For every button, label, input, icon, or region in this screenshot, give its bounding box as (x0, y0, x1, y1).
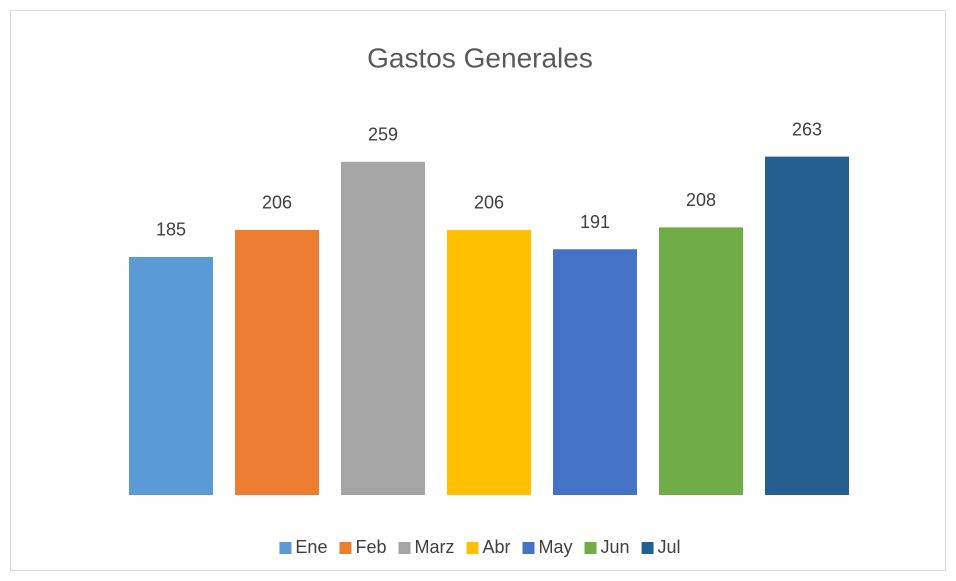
data-label: 206 (262, 193, 292, 213)
bar (235, 229, 319, 496)
legend-label: Jul (658, 537, 681, 557)
data-label: 191 (580, 212, 610, 232)
legend-label: Ene (295, 537, 327, 557)
legend-swatch (641, 542, 654, 554)
legend-swatch (398, 542, 411, 554)
legend-swatch (279, 542, 292, 554)
legend-swatch (339, 542, 352, 554)
data-label: 208 (686, 190, 716, 210)
data-label: 263 (792, 119, 822, 139)
bar (341, 161, 425, 495)
legend-swatch (466, 542, 479, 554)
legend-swatch (522, 542, 535, 554)
legend-swatch (584, 542, 597, 554)
bar (765, 156, 849, 495)
bar (553, 249, 637, 495)
bar (447, 229, 531, 496)
data-label: 185 (156, 220, 186, 240)
legend-label: Marz (414, 537, 454, 557)
legend-label: Feb (355, 537, 386, 557)
data-label: 259 (368, 125, 398, 145)
data-label: 206 (474, 193, 504, 213)
bar (659, 227, 743, 495)
legend-label: May (539, 537, 573, 557)
legend-label: Abr (482, 537, 510, 557)
chart-title: Gastos Generales (367, 42, 593, 73)
legend-label: Jun (601, 537, 630, 557)
bar (129, 256, 213, 495)
